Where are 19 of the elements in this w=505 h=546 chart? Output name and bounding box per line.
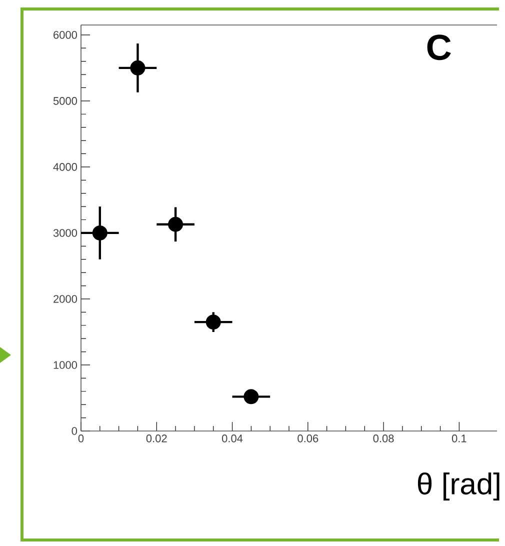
x-axis-title: θ [rad] <box>418 472 500 500</box>
point <box>130 60 146 76</box>
annotation: C <box>427 34 451 60</box>
y-tick-label: 1000 <box>54 361 78 369</box>
x-tick-label: 0.02 <box>146 434 167 442</box>
y-tick-label: 3000 <box>54 229 78 237</box>
x-tick-label: 0 <box>78 434 84 442</box>
point <box>92 225 108 240</box>
y-tick-label: 5000 <box>54 97 78 105</box>
point <box>244 389 259 404</box>
point <box>168 216 184 232</box>
y-tick-label: 0 <box>72 427 78 435</box>
x-tick-label: 0.06 <box>298 434 318 442</box>
y-tick-label: 6000 <box>54 31 78 39</box>
y-tick-label: 2000 <box>54 295 78 303</box>
x-tick-label: 0.08 <box>373 434 394 442</box>
x-tick-label: 0.1 <box>452 434 466 442</box>
x-tick-label: 0.04 <box>222 434 243 442</box>
y-tick-label: 4000 <box>53 163 78 171</box>
